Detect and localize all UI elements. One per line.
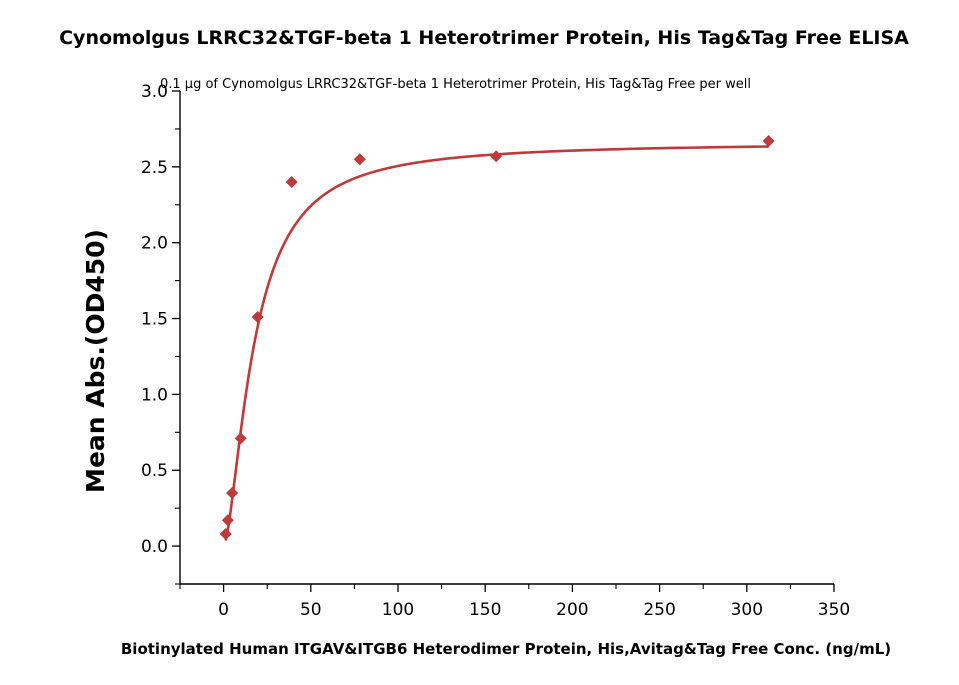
x-tick-label: 50 (300, 600, 322, 620)
data-points-layer (219, 135, 775, 540)
x-tick-label: 0 (218, 600, 229, 620)
y-tick-label: 2.5 (141, 158, 168, 178)
data-point (221, 514, 234, 527)
x-tick-label: 350 (818, 600, 850, 620)
y-tick-label: 2.0 (141, 234, 168, 254)
chart-subtitle: 0.1 μg of Cynomolgus LRRC32&TGF-beta 1 H… (160, 77, 751, 92)
y-tick-label: 0.5 (141, 461, 168, 481)
y-tick-label: 3.0 (141, 82, 168, 102)
y-tick-label: 1.5 (141, 310, 168, 330)
data-point (234, 432, 247, 445)
y-axis-label: Mean Abs.(OD450) (81, 229, 110, 493)
data-point (251, 311, 264, 324)
x-tick-label: 200 (556, 600, 588, 620)
fit-curve (224, 145, 769, 541)
data-point (285, 176, 298, 189)
data-point (490, 150, 503, 163)
y-tick-label: 1.0 (141, 385, 168, 405)
x-tick-label: 100 (382, 600, 414, 620)
chart-title: Cynomolgus LRRC32&TGF-beta 1 Heterotrime… (59, 27, 909, 49)
data-point (353, 153, 366, 166)
data-point (762, 135, 775, 148)
fit-curve-layer (224, 145, 769, 541)
axes: 0 50 100 150 200 250 300 350 0.0 0.5 1.0 1.5 2.0 2.5 3… (141, 82, 850, 620)
x-axis-label: Biotinylated Human ITGAV&ITGB6 Heterodim… (121, 640, 891, 658)
x-tick-label: 300 (731, 600, 763, 620)
data-point (226, 486, 239, 499)
data-point (219, 527, 232, 540)
y-tick-label: 0.0 (141, 537, 168, 557)
x-tick-label: 250 (643, 600, 675, 620)
x-tick-label: 150 (469, 600, 501, 620)
